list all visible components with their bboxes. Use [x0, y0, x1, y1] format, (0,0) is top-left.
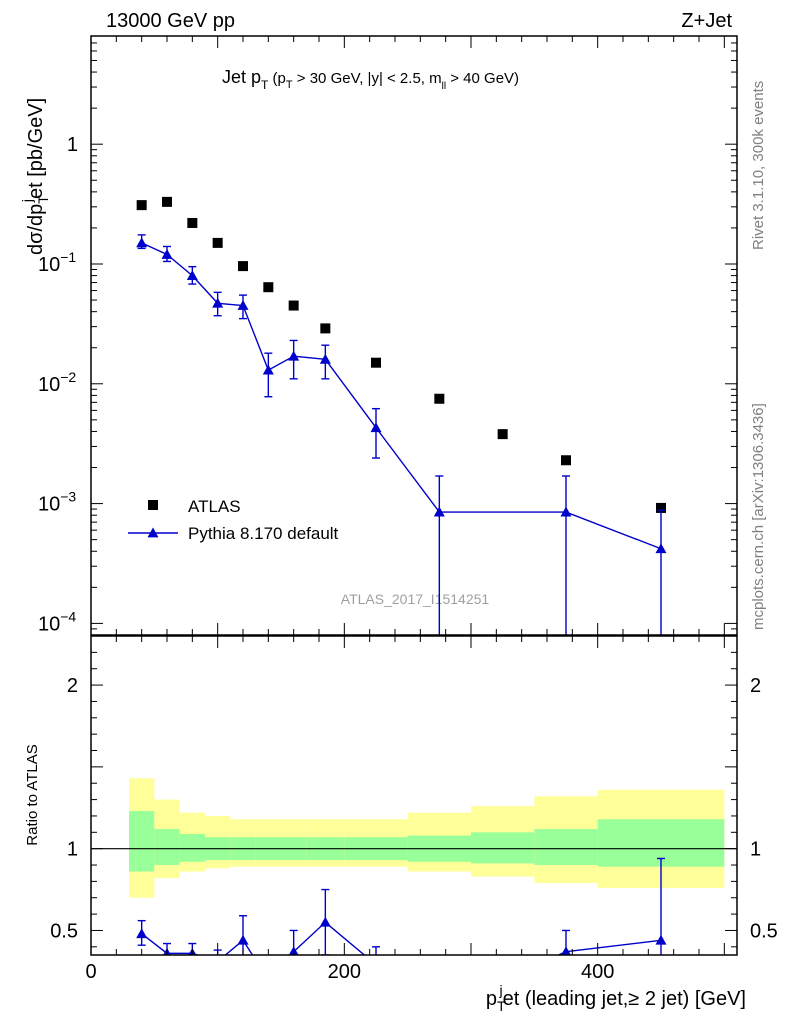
pythia-point-1: [161, 249, 173, 259]
legend-marker-pythia: [147, 527, 159, 538]
pythia-point-3: [212, 297, 224, 308]
ratio-point-7: [319, 916, 331, 927]
ratio-point-11: [561, 946, 571, 955]
header-right: Z+Jet: [681, 10, 732, 32]
pythia-point-4: [237, 300, 249, 310]
ratio-point-5: [263, 974, 274, 984]
bottom-ytick-label-left-0: 0.5: [50, 920, 78, 942]
band-inner-10: [471, 832, 535, 864]
xtick-label-1: 200: [328, 961, 361, 983]
legend-marker-atlas: [148, 500, 158, 510]
atlas-point-2: [187, 217, 198, 228]
pythia-point-7: [319, 353, 331, 364]
top-ytick-label-2: 10−2: [38, 369, 76, 396]
top-ytick-label-4: 10−4: [38, 608, 76, 635]
pythia-point-6: [288, 350, 300, 361]
xtick-label-2: 400: [581, 961, 614, 983]
top-chart-title: Jet pT (pT > 30 GeV, |y| < 2.5, mll > 40…: [222, 67, 519, 92]
pythia-point-11: [655, 543, 667, 554]
atlas-point-3: [212, 237, 223, 248]
band-inner-11: [534, 829, 598, 866]
atlas-point-12: [656, 502, 666, 513]
top-panel-frame: [90, 35, 738, 636]
legend-label-atlas: ATLAS: [188, 497, 241, 516]
pythia-point-2: [186, 270, 198, 280]
bottom-ytick-label-left-1: 1: [67, 839, 78, 861]
pythia-point-10: [560, 506, 572, 517]
atlas-point-0: [136, 200, 147, 211]
band-inner-1: [154, 829, 180, 866]
bottom-y-axis-label: Ratio to ATLAS: [24, 744, 41, 845]
atlas-point-4: [238, 261, 248, 272]
atlas-point-6: [288, 300, 299, 311]
ratio-point-9: [434, 989, 445, 999]
ratio-point-12: [655, 934, 667, 945]
bottom-ytick-label-right-0: 0.5: [750, 920, 778, 942]
ratio-point-0: [136, 928, 148, 939]
side-label-bottom: mcplots.cern.ch [arXiv:1306.3436]: [750, 403, 767, 630]
atlas-point-9: [434, 393, 445, 404]
band-inner-0: [129, 811, 155, 872]
side-label-top: Rivet 3.1.10, 300k events: [750, 81, 767, 250]
bottom-ytick-label-left-2: 2: [67, 675, 78, 697]
pythia-line: [141, 242, 662, 550]
atlas-point-10: [497, 429, 508, 440]
top-ytick-label-1: 10−1: [38, 249, 76, 276]
x-axis-label: pTjet (leading jet,≥ 2 jet) [GeV]: [486, 982, 746, 1014]
atlas-point-7: [320, 323, 331, 334]
bottom-ytick-label-right-2: 2: [750, 675, 761, 697]
pythia-point-0: [136, 237, 148, 248]
header-left: 13000 GeV pp: [106, 10, 235, 32]
pythia-point-5: [262, 364, 274, 375]
top-y-axis-label: dσ/dpTjet [pb/GeV]: [19, 98, 51, 255]
band-inner-2: [179, 833, 205, 862]
atlas-point-1: [162, 196, 172, 207]
atlas-point-8: [371, 357, 381, 368]
analysis-watermark: ATLAS_2017_I1514251: [341, 591, 490, 607]
xtick-label-0: 0: [85, 961, 96, 983]
pythia-point-8: [370, 422, 382, 433]
bottom-panel-frame: [90, 635, 738, 956]
atlas-point-5: [263, 282, 274, 293]
pythia-point-9: [433, 506, 445, 517]
atlas-point-11: [561, 455, 571, 466]
legend-label-pythia: Pythia 8.170 default: [188, 524, 339, 543]
ratio-point-8: [371, 959, 382, 969]
top-ytick-label-3: 10−3: [38, 489, 76, 516]
ratio-line: [141, 921, 662, 955]
ratio-point-4: [237, 934, 249, 945]
bottom-ytick-label-right-1: 1: [750, 839, 761, 861]
ratio-point-3: [212, 956, 223, 966]
top-ytick-label-0: 1: [67, 134, 78, 156]
